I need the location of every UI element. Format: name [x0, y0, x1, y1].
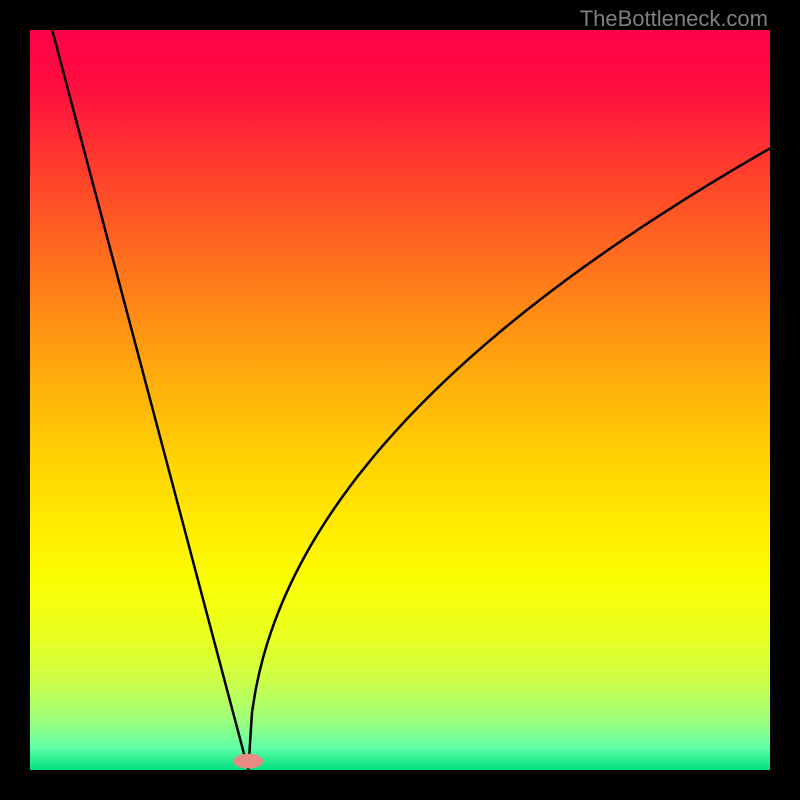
watermark-text: TheBottleneck.com — [580, 6, 768, 32]
chart-svg — [30, 30, 770, 770]
chart-frame: TheBottleneck.com — [0, 0, 800, 800]
plot-area — [30, 30, 770, 770]
minimum-marker — [234, 754, 264, 769]
gradient-background — [30, 30, 770, 770]
